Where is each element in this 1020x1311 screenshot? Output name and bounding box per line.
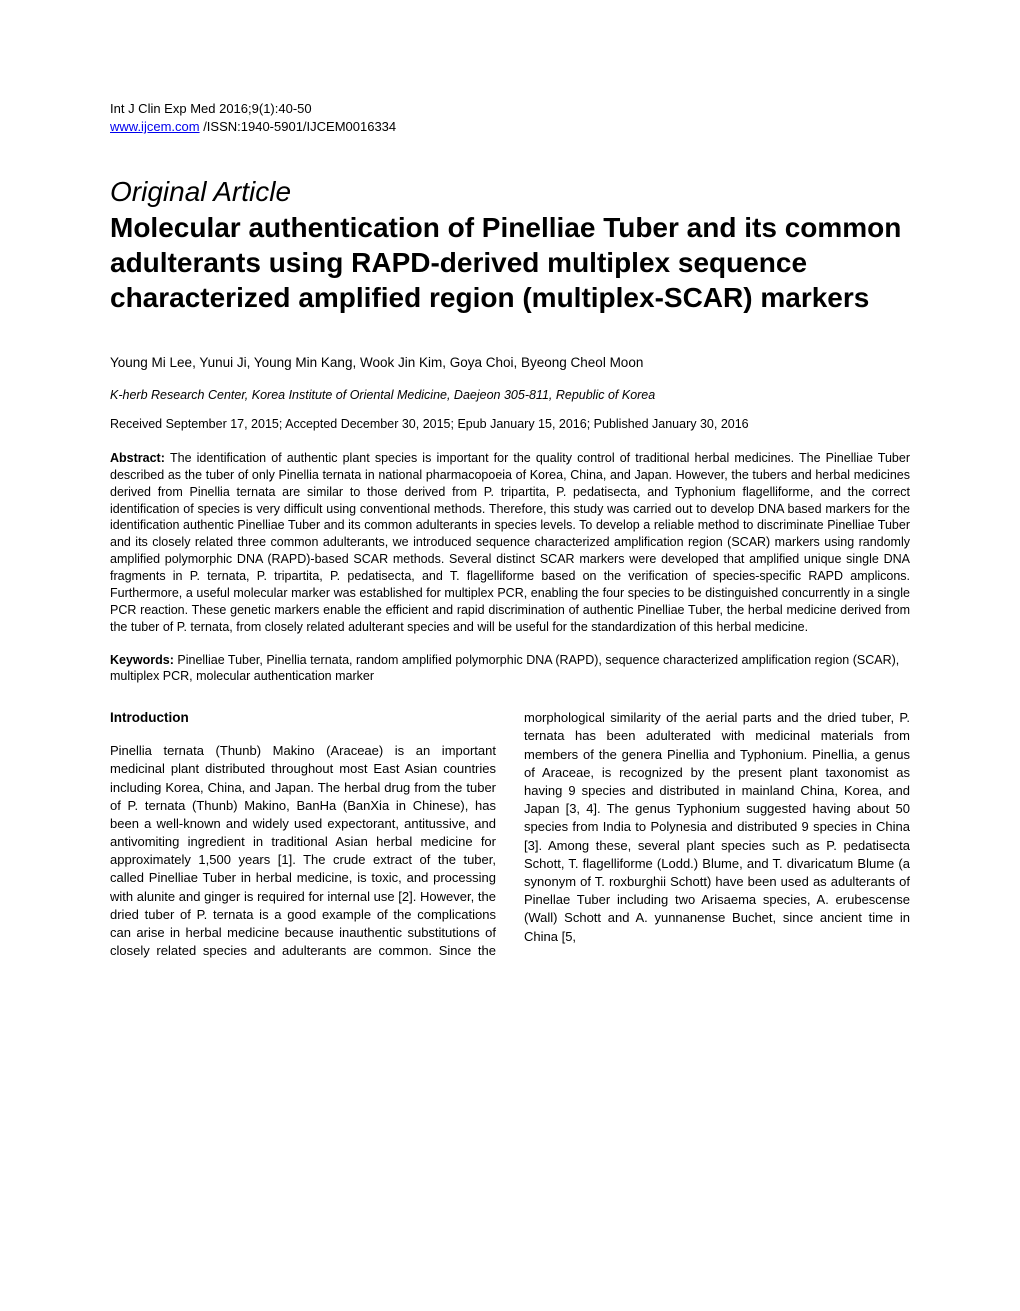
keywords-block: Keywords: Pinelliae Tuber, Pinellia tern… bbox=[110, 652, 910, 686]
introduction-body: Pinellia ternata (Thunb) Makino (Araceae… bbox=[110, 709, 910, 960]
publication-dates: Received September 17, 2015; Accepted De… bbox=[110, 416, 910, 434]
authors: Young Mi Lee, Yunui Ji, Young Min Kang, … bbox=[110, 355, 910, 370]
keywords-text: Pinelliae Tuber, Pinellia ternata, rando… bbox=[110, 653, 899, 684]
article-title: Molecular authentication of Pinelliae Tu… bbox=[110, 210, 910, 315]
introduction-heading: Introduction bbox=[110, 709, 496, 728]
journal-info: Int J Clin Exp Med 2016;9(1):40-50 www.i… bbox=[110, 100, 910, 136]
affiliation: K-herb Research Center, Korea Institute … bbox=[110, 388, 910, 402]
journal-link[interactable]: www.ijcem.com bbox=[110, 119, 200, 134]
abstract-label: Abstract: bbox=[110, 451, 170, 465]
abstract-text: The identification of authentic plant sp… bbox=[110, 451, 910, 634]
keywords-label: Keywords: bbox=[110, 653, 177, 667]
journal-issn-line: www.ijcem.com /ISSN:1940-5901/IJCEM00163… bbox=[110, 118, 910, 136]
abstract-block: Abstract: The identification of authenti… bbox=[110, 450, 910, 636]
article-type: Original Article bbox=[110, 176, 910, 208]
journal-issn: /ISSN:1940-5901/IJCEM0016334 bbox=[200, 119, 397, 134]
journal-citation: Int J Clin Exp Med 2016;9(1):40-50 bbox=[110, 100, 910, 118]
body-columns: Introduction Pinellia ternata (Thunb) Ma… bbox=[110, 709, 910, 960]
